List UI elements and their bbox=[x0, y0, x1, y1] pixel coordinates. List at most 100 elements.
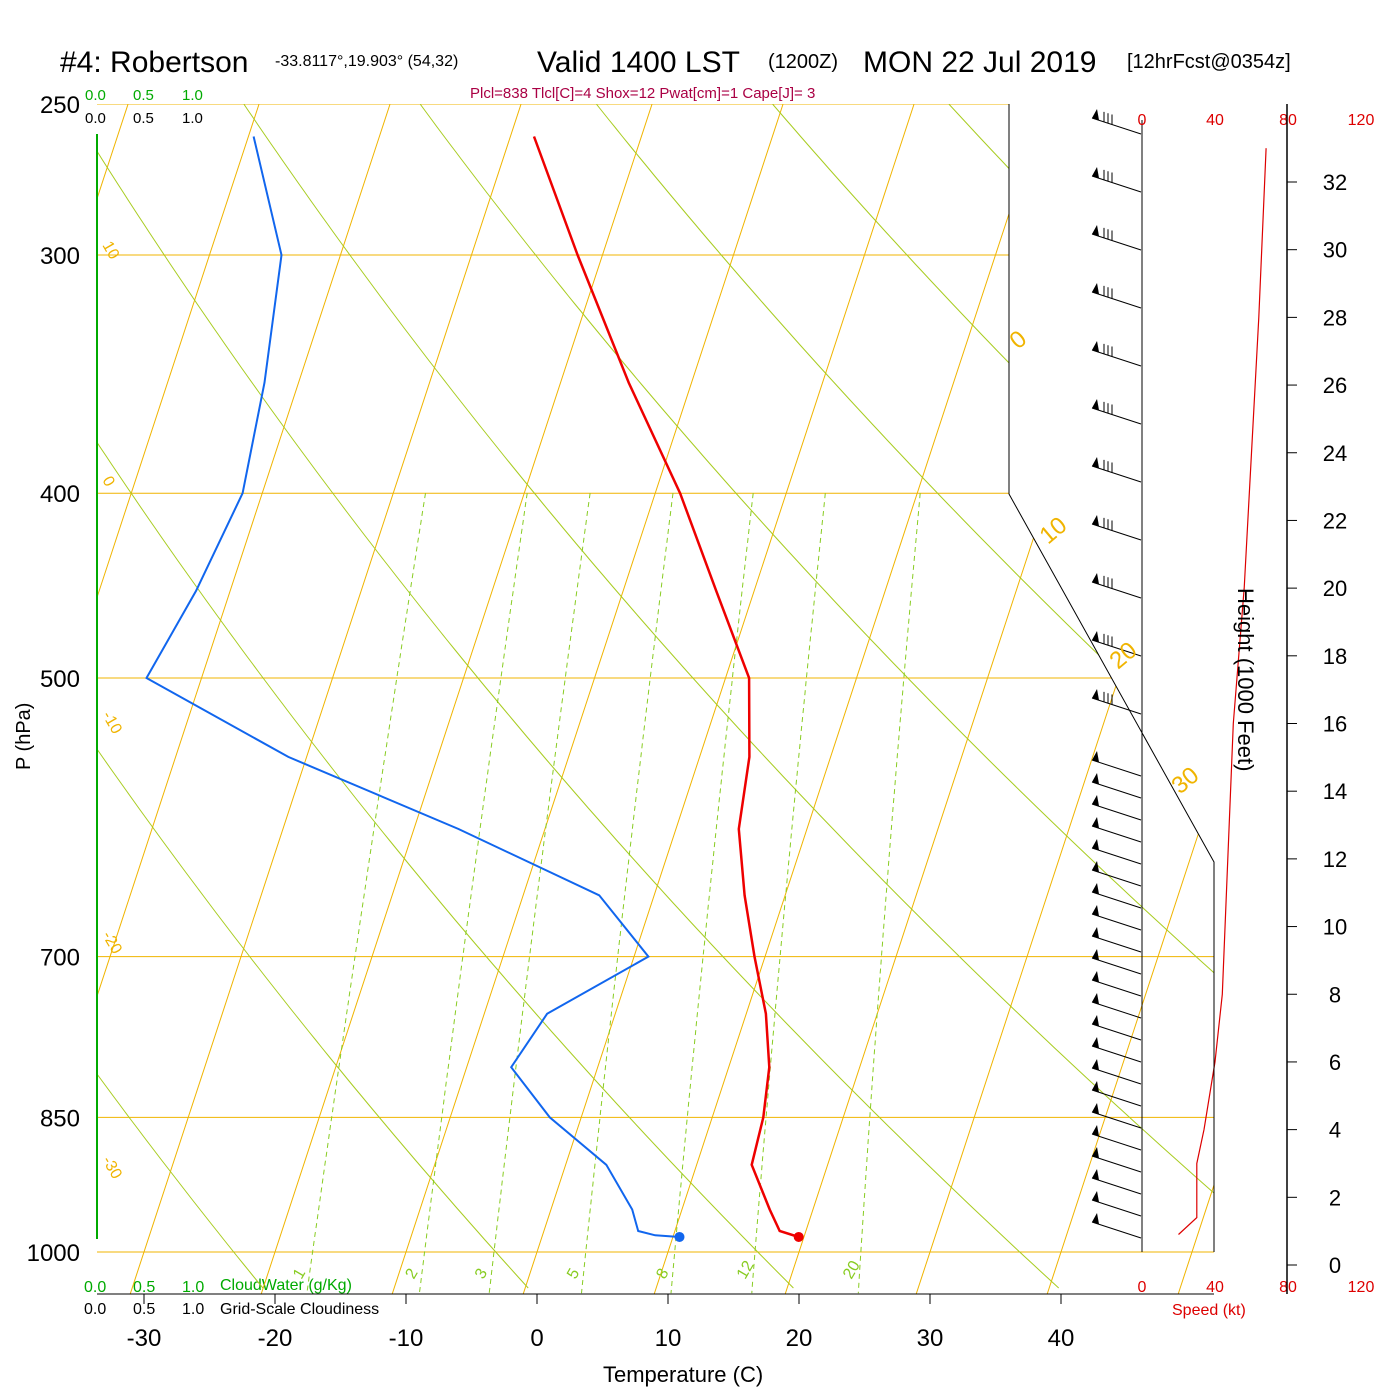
wind-barb-staff bbox=[1091, 291, 1142, 309]
pressure-tick-label: 400 bbox=[40, 481, 80, 508]
cloudwater-tick: 0.0 bbox=[84, 1279, 106, 1296]
height-tick-label: 32 bbox=[1323, 170, 1347, 195]
height-axis-title: Height (1000 Feet) bbox=[1233, 588, 1258, 771]
station-coords: -33.8117°,19.903° (54,32) bbox=[275, 53, 458, 70]
speed-axis-title: Speed (kt) bbox=[1172, 1302, 1246, 1319]
wind-barb-staff bbox=[1091, 1001, 1142, 1019]
wind-barb-staff bbox=[1091, 581, 1142, 599]
wind-barb-staff bbox=[1091, 1155, 1142, 1173]
speed-tick-label-top: 0 bbox=[1138, 112, 1147, 129]
wind-barb-flag bbox=[1092, 1125, 1099, 1136]
wind-barb-staff bbox=[1091, 175, 1142, 193]
wind-barb-flag bbox=[1092, 1103, 1099, 1114]
wind-barb-staff bbox=[1091, 869, 1142, 887]
wind-barb-flag bbox=[1092, 971, 1099, 982]
mixing-ratio-line bbox=[751, 493, 826, 1294]
wind-barb-staff bbox=[1091, 465, 1142, 483]
wind-barb-flag bbox=[1092, 1147, 1099, 1158]
wind-barb-flag bbox=[1092, 883, 1099, 894]
height-tick-label: 22 bbox=[1323, 508, 1347, 533]
wind-barb-flag bbox=[1092, 993, 1099, 1004]
wind-barb-staff bbox=[1091, 233, 1142, 251]
y-axis-title: P (hPa) bbox=[13, 703, 35, 770]
cloudwater-tick: 0.5 bbox=[133, 1279, 155, 1296]
mixing-ratio-label: 5 bbox=[564, 1266, 583, 1282]
wind-barb-flag bbox=[1092, 927, 1099, 938]
cloudwater-tick: 1.0 bbox=[182, 87, 203, 104]
skewt-grid: 1 2 3 5 8 12 20 bbox=[97, 104, 1400, 1294]
mixing-ratio-label: 3 bbox=[472, 1266, 491, 1282]
isotherm-label: -10 bbox=[99, 709, 125, 738]
height-tick-label: 0 bbox=[1329, 1253, 1341, 1278]
height-tick-label: 12 bbox=[1323, 847, 1347, 872]
wind-barb-flag bbox=[1092, 515, 1099, 526]
mixing-ratio-label: 12 bbox=[734, 1258, 758, 1282]
wind-barb-flag bbox=[1092, 839, 1099, 850]
wind-barb-staff bbox=[1091, 1199, 1142, 1217]
isotherm-label: -30 bbox=[99, 1154, 125, 1183]
wind-barb-staff bbox=[1091, 759, 1142, 777]
isotherm-line bbox=[1046, 104, 1214, 1294]
dry-adiabat bbox=[97, 104, 529, 1289]
height-tick-label: 20 bbox=[1323, 576, 1347, 601]
wind-barb-staff bbox=[1091, 1089, 1142, 1107]
cloud-scale-bottom: 0.0 0.5 1.0 CloudWater (g/Kg) 0.0 0.5 1.… bbox=[84, 1277, 379, 1318]
wind-barb-staff bbox=[1091, 825, 1142, 843]
wind-barb-flag bbox=[1092, 1191, 1099, 1202]
wind-barb-staff bbox=[1091, 697, 1142, 715]
surface-dewpoint-marker bbox=[674, 1231, 685, 1242]
dry-adiabat bbox=[97, 104, 264, 1289]
height-tick-label: 14 bbox=[1323, 779, 1347, 804]
dry-adiabat bbox=[772, 104, 1214, 1289]
height-tick-label: 8 bbox=[1329, 982, 1341, 1007]
wind-barb-flag bbox=[1092, 1081, 1099, 1092]
height-tick-label: 4 bbox=[1329, 1118, 1341, 1143]
height-tick-label: 18 bbox=[1323, 644, 1347, 669]
isotherm-label: 30 bbox=[1167, 762, 1205, 800]
cloudiness-tick: 0.5 bbox=[133, 110, 154, 127]
wind-barb-staff bbox=[1091, 1045, 1142, 1063]
wind-speed-line bbox=[1178, 148, 1267, 1235]
mixing-ratio-label: 2 bbox=[402, 1266, 421, 1282]
temperature-tick-label: 20 bbox=[786, 1325, 813, 1352]
wind-barb-flag bbox=[1092, 773, 1099, 784]
wind-barb-flag bbox=[1092, 1037, 1099, 1048]
height-tick-label: 2 bbox=[1329, 1185, 1341, 1210]
wind-barb-staff bbox=[1091, 1067, 1142, 1085]
cloudwater-label: CloudWater (g/Kg) bbox=[220, 1277, 352, 1294]
cloudiness-tick: 0.0 bbox=[84, 1301, 106, 1318]
isotherm-line bbox=[391, 104, 784, 1294]
wind-barb-staff bbox=[1091, 803, 1142, 821]
wind-barb-staff bbox=[1091, 979, 1142, 997]
wind-barb-flag bbox=[1092, 225, 1099, 236]
mixing-ratio-line bbox=[306, 493, 426, 1294]
wind-barb-flag bbox=[1092, 1015, 1099, 1026]
isotherm-label: 10 bbox=[1035, 512, 1073, 550]
pressure-tick-label: 850 bbox=[40, 1105, 80, 1132]
mixing-ratio-line bbox=[418, 493, 528, 1294]
wind-barb-staff bbox=[1091, 1177, 1142, 1195]
height-tick-label: 16 bbox=[1323, 712, 1347, 737]
temperature-tick-label: 30 bbox=[917, 1325, 944, 1352]
wind-barb-staff bbox=[1091, 891, 1142, 909]
wind-barb-flag bbox=[1092, 689, 1099, 700]
stability-indices: Plcl=838 Tlcl[C]=4 Shox=12 Pwat[cm]=1 Ca… bbox=[470, 85, 815, 102]
isotherm-line bbox=[653, 104, 1046, 1294]
wind-barb-staff bbox=[1091, 847, 1142, 865]
dry-adiabat bbox=[595, 104, 1214, 1289]
surface-temperature-marker bbox=[793, 1231, 804, 1242]
cloudiness-tick: 0.5 bbox=[133, 1301, 155, 1318]
pressure-tick-label: 300 bbox=[40, 243, 80, 270]
wind-barb-flag bbox=[1092, 109, 1099, 120]
pressure-tick-label: 250 bbox=[40, 92, 80, 119]
wind-barb-staff bbox=[1091, 935, 1142, 953]
isotherm-line bbox=[260, 104, 653, 1294]
isotherm-line bbox=[1177, 104, 1214, 1294]
wind-barb-staff bbox=[1091, 1111, 1142, 1129]
isotherm-label: -20 bbox=[99, 929, 125, 958]
wind-barb-flag bbox=[1092, 817, 1099, 828]
temperature-tick-label: -30 bbox=[127, 1325, 162, 1352]
wind-barb-flag bbox=[1092, 795, 1099, 806]
isotherm-line bbox=[1309, 104, 1400, 1294]
